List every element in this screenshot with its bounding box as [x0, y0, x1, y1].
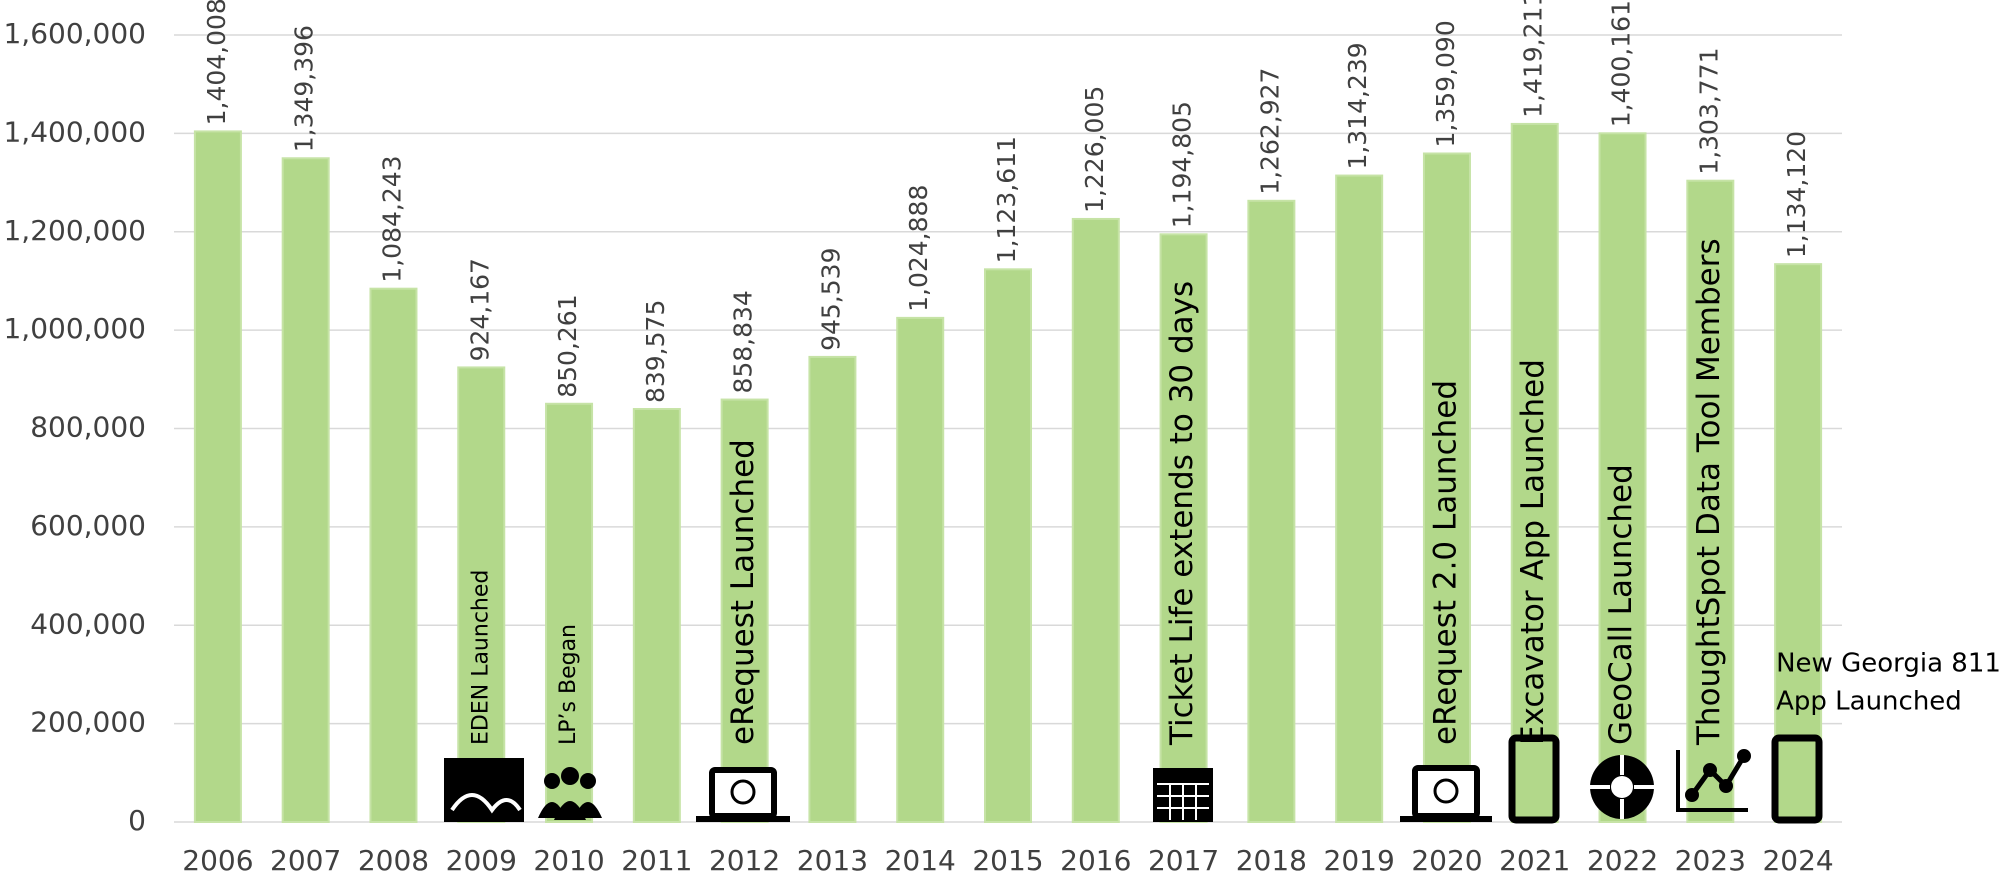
y-tick-label: 1,000,000 — [3, 312, 146, 345]
value-label: 1,400,161 — [1607, 0, 1636, 127]
bar — [1422, 152, 1471, 823]
bar — [1686, 179, 1735, 823]
bar — [1774, 263, 1823, 823]
value-label: 1,349,396 — [290, 25, 319, 152]
x-tick-label: 2017 — [1148, 844, 1219, 877]
value-label: 1,123,611 — [992, 136, 1021, 263]
x-tick-label: 2007 — [270, 844, 341, 877]
value-label: 1,303,771 — [1694, 47, 1723, 174]
value-label: 850,261 — [553, 294, 582, 397]
labels: 0 200,000 400,000 600,000 800,000 1,000,000 1,… — [3, 0, 1833, 877]
annotation: Excavator App Launched — [1515, 359, 1551, 745]
bar — [369, 287, 418, 823]
annotation: ThoughtSpot Data Tool Members — [1691, 238, 1727, 746]
x-tick-label: 2019 — [1324, 844, 1395, 877]
y-tick-label: 400,000 — [30, 607, 146, 640]
x-tick-label: 2015 — [972, 844, 1043, 877]
value-label: 1,084,243 — [377, 155, 406, 282]
value-label: 1,404,008 — [202, 0, 231, 125]
geocall-icon — [1590, 755, 1654, 819]
x-tick-label: 2023 — [1675, 844, 1746, 877]
phone-icon — [1771, 734, 1823, 824]
value-label: 924,167 — [465, 258, 494, 361]
bars — [193, 122, 1823, 823]
value-label: 1,134,120 — [1782, 131, 1811, 258]
bar — [808, 355, 857, 823]
bar — [1247, 199, 1296, 823]
x-tick-label: 2008 — [358, 844, 429, 877]
annotation: GeoCall Launched — [1603, 464, 1639, 745]
laptop-icon — [696, 767, 790, 822]
annotations: EDEN Launched LP’s Began eRequest Launched… — [468, 238, 2001, 746]
calendar-icon — [1153, 768, 1213, 822]
value-label: 858,834 — [729, 290, 758, 393]
x-tick-label: 2018 — [1236, 844, 1307, 877]
x-tick-label: 2011 — [621, 844, 692, 877]
bar — [1071, 217, 1120, 823]
value-label: 1,419,211 — [1519, 0, 1548, 118]
people-icon — [538, 767, 602, 820]
annotation: App Launched — [1776, 687, 1962, 717]
value-label: 1,314,239 — [1343, 42, 1372, 169]
annotation: eRequest Launched — [725, 439, 761, 745]
y-tick-label: 1,600,000 — [3, 17, 146, 50]
y-tick-label: 1,200,000 — [3, 214, 146, 247]
value-label: 1,262,927 — [1255, 68, 1284, 195]
x-tick-label: 2012 — [709, 844, 780, 877]
value-label: 1,226,005 — [1080, 86, 1109, 213]
x-tick-label: 2013 — [797, 844, 868, 877]
y-tick-label: 1,400,000 — [3, 115, 146, 148]
eden-icon-mark — [450, 793, 522, 814]
annotation: EDEN Launched — [468, 570, 493, 745]
x-tick-label: 2016 — [1060, 844, 1131, 877]
bar — [281, 157, 330, 823]
annotation: eRequest 2.0 Launched — [1427, 380, 1463, 745]
bar — [896, 316, 945, 823]
x-tick-label: 2009 — [446, 844, 517, 877]
x-tick-label: 2024 — [1762, 844, 1833, 877]
icons — [444, 734, 1823, 824]
bar — [1159, 233, 1208, 823]
bar — [720, 398, 769, 823]
eden-icon — [444, 758, 524, 822]
value-label: 1,024,888 — [904, 185, 933, 312]
phone-icon — [1508, 734, 1560, 824]
y-tick-label: 0 — [128, 804, 146, 837]
x-tick-label: 2010 — [533, 844, 604, 877]
x-tick-label: 2020 — [1411, 844, 1482, 877]
x-tick-label: 2006 — [182, 844, 253, 877]
y-tick-label: 800,000 — [30, 411, 146, 444]
laptop-icon — [1400, 765, 1492, 822]
value-label: 1,359,090 — [1431, 20, 1460, 147]
bar — [1335, 174, 1384, 823]
y-tick-label: 600,000 — [30, 509, 146, 542]
value-label: 1,194,805 — [1168, 101, 1197, 228]
bar — [1598, 132, 1647, 823]
bar — [632, 408, 681, 823]
value-label: 839,575 — [641, 300, 670, 403]
bar — [545, 402, 594, 823]
y-tick-label: 200,000 — [30, 706, 146, 739]
x-tick-label: 2014 — [885, 844, 956, 877]
value-label: 945,539 — [816, 248, 845, 351]
bar — [984, 268, 1032, 823]
annotation: New Georgia 811 — [1776, 649, 2001, 679]
chart-icon — [1676, 749, 1751, 812]
annotation: LP’s Began — [556, 624, 581, 745]
x-tick-label: 2021 — [1499, 844, 1570, 877]
x-tick-label: 2022 — [1587, 844, 1658, 877]
bar — [1510, 122, 1559, 823]
annotation: Ticket Life extends to 30 days — [1164, 281, 1200, 746]
bar — [193, 130, 242, 823]
